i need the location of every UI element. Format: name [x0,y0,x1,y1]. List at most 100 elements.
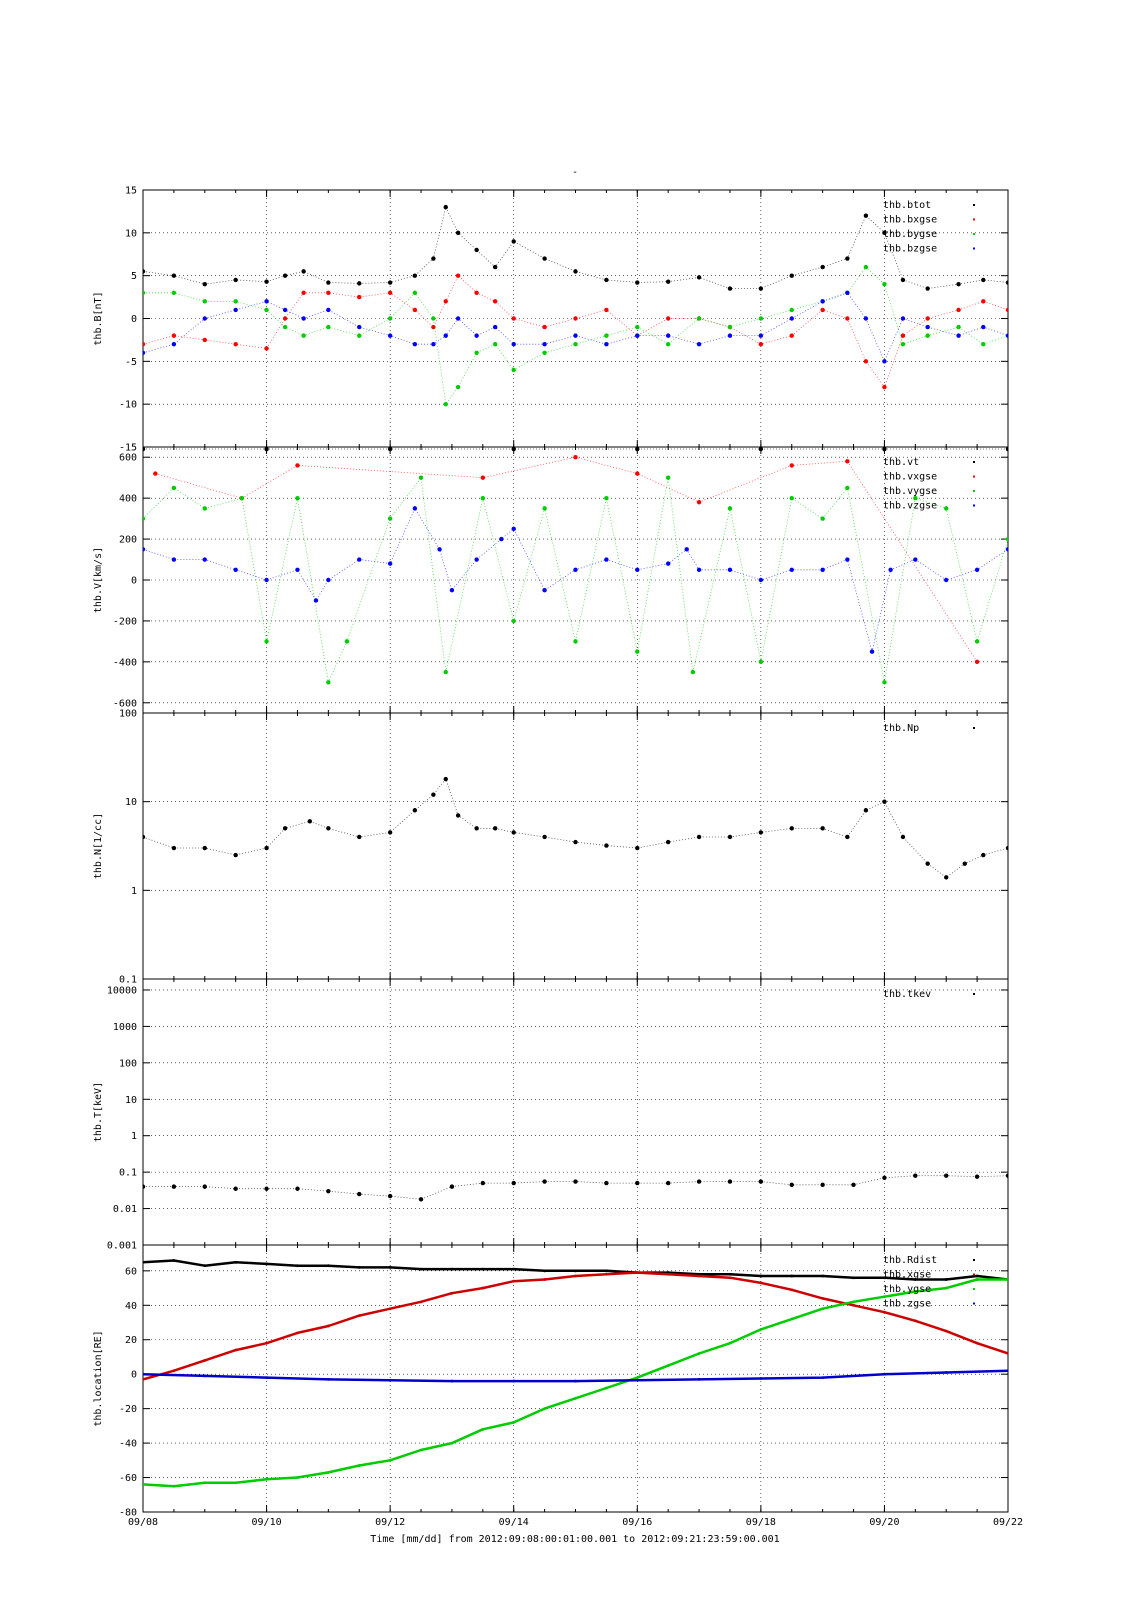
series-line-1 [143,1271,1008,1381]
series-trace-3 [143,507,1008,652]
data-point [543,1278,547,1281]
data-point [265,1262,268,1266]
data-point [295,567,300,572]
data-point [604,495,609,501]
data-point [264,307,269,313]
x-tick-label: 09/12 [375,1517,405,1528]
data-point [543,1269,547,1273]
data-point [443,204,448,210]
data-point [727,1179,733,1184]
series-trace-0 [143,778,1008,878]
legend-marker [973,475,975,478]
data-point [573,333,578,338]
x-tick-label: 09/22 [993,1517,1023,1528]
data-point [301,269,306,274]
data-point [975,1341,979,1345]
data-point [357,1314,361,1318]
y-tick-label: 200 [119,535,137,546]
data-point [635,447,640,452]
data-point [728,1276,732,1280]
data-point [203,1374,207,1378]
data-point [820,307,825,313]
data-point [492,324,498,330]
legend-entry: thb.xgse [883,1270,931,1281]
data-point [666,1364,670,1367]
data-point [265,1477,268,1481]
data-point [944,1286,948,1290]
panel-0: -15 -10 -5 0 5 10 15 thb.B[nT] thb.btot thb.bxgse… [93,186,1009,454]
data-point [604,1180,609,1186]
data-point [326,324,331,330]
data-point [326,577,331,583]
data-point [474,350,479,355]
data-point [481,1267,485,1271]
data-point [1005,447,1008,452]
data-point [727,506,733,511]
data-point [925,861,930,866]
data-point [171,342,177,347]
data-point [512,1379,516,1383]
data-point [455,273,461,278]
data-point [357,294,362,300]
y-tick-label: -600 [113,698,137,709]
data-point [357,1265,361,1269]
data-point [759,1274,763,1278]
data-point [511,526,516,532]
data-point [357,281,362,286]
data-point [900,834,906,840]
data-point [326,280,331,285]
legend-marker [973,1288,975,1290]
panel-frame [142,712,1009,980]
data-point [1006,1278,1008,1281]
data-point [697,1377,701,1381]
data-point [697,1274,701,1278]
data-point [203,1481,207,1485]
data-point [412,808,418,813]
data-point [512,1421,516,1424]
legend-marker [973,1302,975,1305]
data-point [727,286,733,291]
data-point [758,447,764,452]
legend-entry: thb.vygse [883,486,937,497]
data-point [635,1378,639,1382]
data-point [759,1377,763,1380]
data-point [264,279,269,284]
data-point [758,316,764,321]
legend-marker [973,461,975,463]
data-point [981,299,986,304]
data-point [1005,333,1008,338]
data-point [900,333,906,338]
data-point [604,1386,608,1390]
data-point [1006,1369,1008,1373]
data-point [388,1378,392,1382]
data-point [202,506,207,511]
data-point [387,316,393,321]
y-tick-label: 1 [131,1131,137,1142]
data-point [234,1260,238,1264]
data-point [233,1186,238,1191]
data-point [443,669,448,675]
data-point [821,1274,825,1278]
legend-entry: thb.btot [883,200,931,211]
data-point [233,307,238,313]
data-point [975,1274,979,1278]
x-tick-label: 09/08 [128,1517,158,1528]
data-point [172,1484,176,1488]
data-point [264,299,269,304]
data-point [143,342,146,347]
data-point [511,447,516,452]
data-point [574,1269,577,1273]
series-trace-2 [143,476,1008,684]
data-point [697,1352,701,1355]
data-point [852,1303,855,1307]
data-point [326,1324,330,1328]
y-tick-label: 100 [119,709,137,720]
data-point [295,463,300,468]
data-point [264,845,269,851]
data-point [171,273,177,278]
data-point [171,557,177,562]
data-point [480,1180,486,1186]
data-point [913,1290,917,1293]
data-point [542,350,547,355]
